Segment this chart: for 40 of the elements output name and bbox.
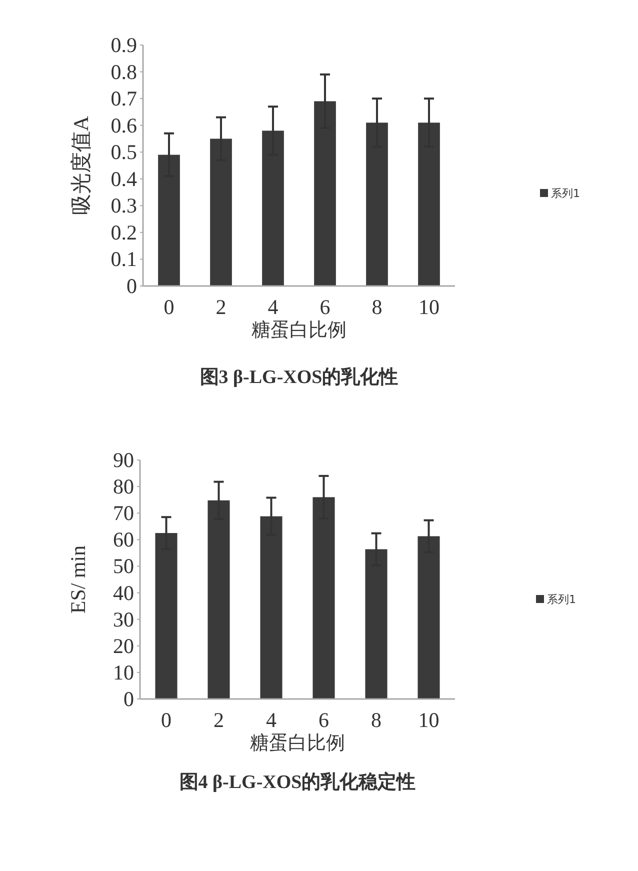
y-tick-label: 20 xyxy=(113,634,134,658)
y-tick-label: 30 xyxy=(113,607,134,632)
x-axis-title: 糖蛋白比例 xyxy=(252,320,346,341)
x-tick-label: 10 xyxy=(418,295,440,319)
y-tick-label: 0.8 xyxy=(110,60,137,84)
y-tick-label: 40 xyxy=(113,580,134,605)
legend-label: 系列1 xyxy=(551,187,580,200)
text: 图4 β-LG-XOS的乳化稳定性 xyxy=(179,771,416,793)
x-tick-label: 0 xyxy=(161,708,172,732)
y-tick-label: 0.6 xyxy=(110,113,137,138)
text: 图3 β-LG-XOS的乳化性 xyxy=(200,366,398,388)
x-axis-title: 糖蛋白比例 xyxy=(250,733,345,754)
y-tick-label: 0.4 xyxy=(110,166,138,191)
y-tick-label: 0 xyxy=(126,274,137,298)
y-axis-title: ES/ min xyxy=(66,544,90,614)
x-tick-label: 2 xyxy=(214,708,224,732)
x-tick-label: 4 xyxy=(266,708,277,732)
legend-label: 系列1 xyxy=(547,593,576,606)
y-tick-label: 0.9 xyxy=(110,33,137,57)
y-tick-label: 50 xyxy=(113,554,134,578)
x-tick-label: 6 xyxy=(318,708,329,732)
x-tick-label: 6 xyxy=(320,295,330,319)
x-tick-label: 10 xyxy=(418,708,440,732)
x-tick-label: 2 xyxy=(216,295,226,319)
y-tick-label: 60 xyxy=(113,528,134,552)
x-tick-label: 8 xyxy=(371,708,382,732)
y-tick-label: 0 xyxy=(124,687,134,711)
y-tick-label: 90 xyxy=(113,448,134,472)
y-tick-label: 70 xyxy=(113,501,134,526)
y-axis-title: 吸光度值A xyxy=(69,115,93,216)
y-tick-label: 0.5 xyxy=(110,140,137,164)
x-tick-label: 0 xyxy=(164,295,174,319)
y-tick-label: 0.1 xyxy=(110,247,137,272)
x-tick-label: 8 xyxy=(372,295,382,319)
y-tick-label: 80 xyxy=(113,474,134,499)
x-tick-label: 4 xyxy=(268,295,279,319)
y-tick-label: 0.3 xyxy=(110,194,137,218)
y-tick-label: 0.2 xyxy=(110,220,137,244)
y-tick-label: 10 xyxy=(113,660,134,684)
y-tick-label: 0.7 xyxy=(110,86,137,111)
